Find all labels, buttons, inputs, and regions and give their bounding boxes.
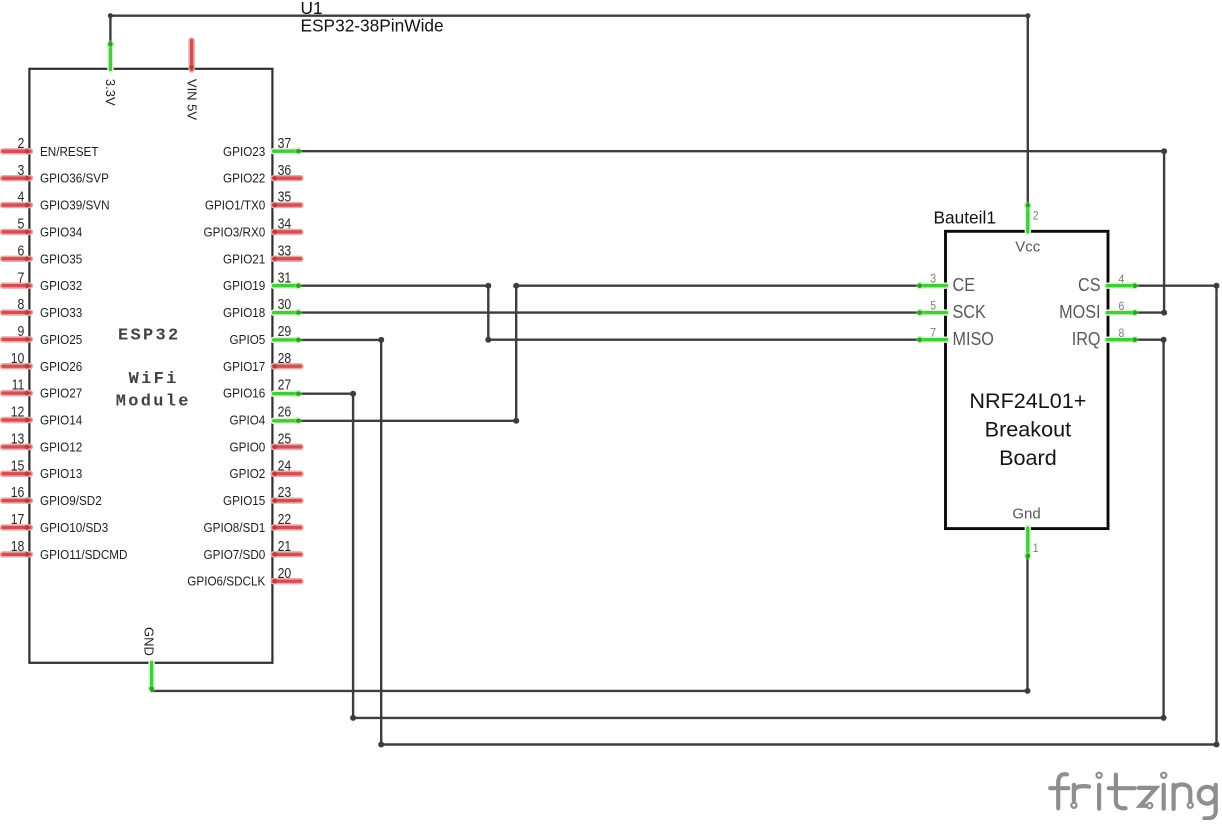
svg-text:37: 37 — [278, 135, 292, 151]
svg-text:1: 1 — [1033, 542, 1039, 555]
svg-text:15: 15 — [11, 457, 25, 473]
svg-text:25: 25 — [278, 430, 292, 446]
svg-text:GPIO0: GPIO0 — [230, 440, 266, 455]
svg-text:U1: U1 — [301, 0, 323, 18]
svg-text:26: 26 — [278, 403, 292, 419]
svg-text:4: 4 — [18, 189, 25, 205]
svg-text:GPIO39/SVN: GPIO39/SVN — [40, 198, 110, 213]
svg-text:11: 11 — [12, 377, 25, 393]
svg-text:GPIO17: GPIO17 — [223, 359, 265, 374]
svg-text:13: 13 — [11, 430, 25, 446]
svg-text:12: 12 — [11, 403, 25, 419]
svg-text:SCK: SCK — [953, 301, 987, 322]
svg-text:GPIO32: GPIO32 — [40, 279, 82, 294]
svg-text:6: 6 — [18, 242, 25, 258]
svg-text:GPIO22: GPIO22 — [223, 171, 265, 186]
svg-text:17: 17 — [11, 511, 25, 527]
svg-text:GPIO2: GPIO2 — [230, 467, 266, 482]
svg-text:3: 3 — [930, 273, 936, 286]
svg-text:GPIO8/SD1: GPIO8/SD1 — [204, 520, 266, 535]
svg-text:5: 5 — [18, 215, 25, 231]
svg-text:4: 4 — [1119, 273, 1125, 286]
svg-text:2: 2 — [1033, 210, 1039, 223]
svg-text:VIN 5V: VIN 5V — [185, 79, 200, 121]
svg-text:36: 36 — [278, 162, 292, 178]
svg-text:GND: GND — [141, 627, 156, 656]
svg-text:GPIO35: GPIO35 — [40, 252, 82, 267]
svg-text:EN/RESET: EN/RESET — [40, 144, 99, 159]
svg-text:7: 7 — [18, 269, 25, 285]
svg-text:GPIO12: GPIO12 — [40, 440, 82, 455]
svg-text:MISO: MISO — [953, 328, 994, 349]
svg-text:GPIO27: GPIO27 — [40, 386, 82, 401]
svg-text:GPIO6/SDCLK: GPIO6/SDCLK — [187, 574, 266, 589]
svg-text:Bauteil1: Bauteil1 — [934, 207, 996, 227]
svg-text:9: 9 — [18, 323, 25, 339]
svg-text:GPIO1/TX0: GPIO1/TX0 — [205, 198, 266, 213]
svg-text:GPIO4: GPIO4 — [230, 413, 266, 428]
svg-text:GPIO9/SD2: GPIO9/SD2 — [40, 494, 102, 509]
svg-text:Breakout: Breakout — [985, 416, 1071, 441]
svg-text:6: 6 — [1119, 300, 1125, 313]
svg-text:GPIO3/RX0: GPIO3/RX0 — [204, 225, 266, 240]
svg-text:28: 28 — [278, 350, 292, 366]
svg-text:8: 8 — [1119, 327, 1125, 340]
svg-text:24: 24 — [278, 457, 292, 473]
svg-text:IRQ: IRQ — [1072, 328, 1101, 349]
svg-text:GPIO13: GPIO13 — [40, 467, 82, 482]
svg-text:3.3V: 3.3V — [103, 79, 118, 106]
svg-text:Vcc: Vcc — [1015, 239, 1041, 256]
svg-text:GPIO10/SD3: GPIO10/SD3 — [40, 520, 108, 535]
svg-text:35: 35 — [278, 189, 292, 205]
svg-text:GPIO19: GPIO19 — [223, 279, 265, 294]
svg-text:CE: CE — [953, 274, 975, 295]
svg-text:21: 21 — [278, 538, 292, 554]
svg-text:GPIO14: GPIO14 — [40, 413, 82, 428]
svg-text:GPIO23: GPIO23 — [223, 144, 265, 159]
svg-text:29: 29 — [278, 323, 292, 339]
svg-text:8: 8 — [18, 296, 25, 312]
svg-text:Module: Module — [116, 392, 191, 411]
svg-text:5: 5 — [930, 300, 936, 313]
svg-text:27: 27 — [278, 377, 292, 393]
svg-text:CS: CS — [1078, 274, 1100, 295]
svg-text:3: 3 — [18, 162, 25, 178]
svg-text:GPIO26: GPIO26 — [40, 359, 82, 374]
svg-text:Board: Board — [999, 445, 1057, 470]
svg-text:GPIO7/SD0: GPIO7/SD0 — [204, 547, 266, 562]
svg-text:MOSI: MOSI — [1059, 301, 1100, 322]
svg-text:16: 16 — [11, 484, 25, 500]
svg-text:31: 31 — [278, 269, 292, 285]
svg-text:GPIO34: GPIO34 — [40, 225, 82, 240]
svg-text:33: 33 — [278, 242, 292, 258]
svg-text:18: 18 — [11, 538, 25, 554]
svg-text:GPIO33: GPIO33 — [40, 305, 82, 320]
svg-text:GPIO18: GPIO18 — [223, 305, 265, 320]
svg-text:10: 10 — [11, 350, 25, 366]
svg-text:GPIO5: GPIO5 — [230, 332, 266, 347]
svg-text:WiFi: WiFi — [129, 370, 179, 389]
svg-text:23: 23 — [278, 484, 292, 500]
svg-text:30: 30 — [278, 296, 292, 312]
svg-text:2: 2 — [18, 135, 25, 151]
svg-text:34: 34 — [278, 215, 292, 231]
svg-text:ESP32: ESP32 — [118, 326, 181, 345]
svg-text:20: 20 — [278, 565, 292, 581]
svg-text:GPIO21: GPIO21 — [223, 252, 265, 267]
svg-text:22: 22 — [278, 511, 292, 527]
svg-text:ESP32-38PinWide: ESP32-38PinWide — [301, 15, 444, 35]
svg-text:GPIO36/SVP: GPIO36/SVP — [40, 171, 109, 186]
svg-text:NRF24L01+: NRF24L01+ — [969, 388, 1086, 413]
svg-text:Gnd: Gnd — [1012, 505, 1040, 522]
svg-text:GPIO25: GPIO25 — [40, 332, 82, 347]
svg-text:7: 7 — [930, 327, 936, 340]
svg-text:GPIO15: GPIO15 — [223, 494, 265, 509]
svg-text:GPIO16: GPIO16 — [223, 386, 265, 401]
svg-text:GPIO11/SDCMD: GPIO11/SDCMD — [40, 547, 128, 562]
